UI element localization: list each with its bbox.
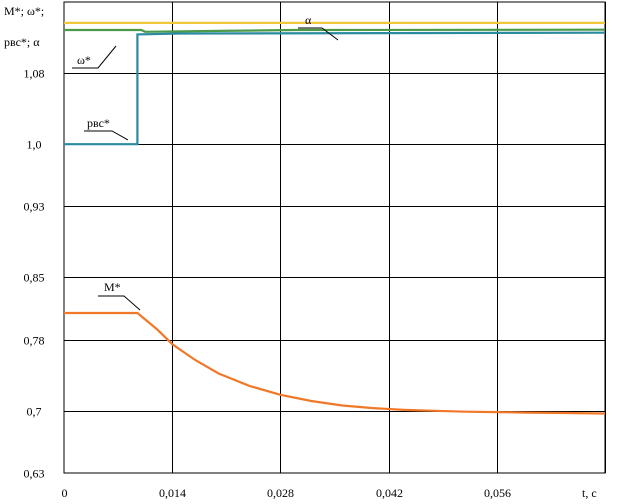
leader-line xyxy=(84,130,129,141)
series-line-p xyxy=(64,31,606,146)
leader-line xyxy=(298,27,339,41)
tick-labels: 0 0,014 0,028 0,042 0,056 0,63 0,7 0,78 0,85 0,93… xyxy=(24,67,512,501)
x-tick-label: 0,056 xyxy=(484,486,511,500)
y-tick-label: 0,85 xyxy=(24,271,45,285)
x-tick-label: 0,042 xyxy=(376,486,403,500)
y-tick-label: 0,93 xyxy=(24,200,45,214)
series-line-omega xyxy=(64,28,606,33)
grid xyxy=(64,2,606,473)
y-tick-label: 1,08 xyxy=(24,67,45,81)
y-axis-label-line2: pвс*; α xyxy=(4,35,40,49)
leader-line xyxy=(72,45,117,69)
series-label-p: pвс* xyxy=(87,116,110,130)
x-tick-label: 0 xyxy=(62,486,68,500)
x-tick-label: 0,014 xyxy=(159,486,186,500)
y-tick-label: 0,63 xyxy=(24,467,45,481)
x-axis-label: t, c xyxy=(582,486,597,500)
x-tick-label: 0,028 xyxy=(267,486,294,500)
series-line-m xyxy=(64,311,606,415)
series-label-omega: ω* xyxy=(77,53,91,67)
leader-line xyxy=(98,295,141,311)
y-axis-label-line1: M*; ω*; xyxy=(4,4,44,18)
y-tick-label: 0,7 xyxy=(27,405,42,419)
y-tick-label: 0,78 xyxy=(24,334,45,348)
series-label-alpha: α xyxy=(305,13,312,27)
y-tick-label: 1,0 xyxy=(27,138,42,152)
series-labels: α ω* pвс* M* xyxy=(72,13,339,311)
plot-frame xyxy=(63,1,606,474)
series-label-m: M* xyxy=(104,280,121,294)
series-layer xyxy=(64,21,606,415)
